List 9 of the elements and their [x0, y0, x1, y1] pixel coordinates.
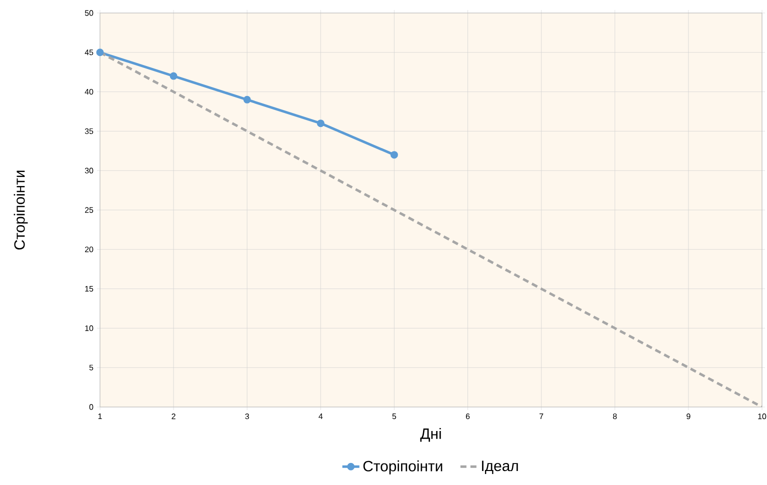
point: [243, 96, 251, 104]
legend-label: Ідеал: [482, 460, 518, 474]
x-axis-title: Дні: [420, 428, 441, 442]
point: [390, 151, 398, 159]
y-axis-title: Сторіпоінти: [14, 170, 28, 250]
point: [96, 48, 104, 56]
legend-label: Сторіпоінти: [363, 460, 442, 474]
point: [170, 72, 178, 80]
point: [316, 120, 324, 128]
